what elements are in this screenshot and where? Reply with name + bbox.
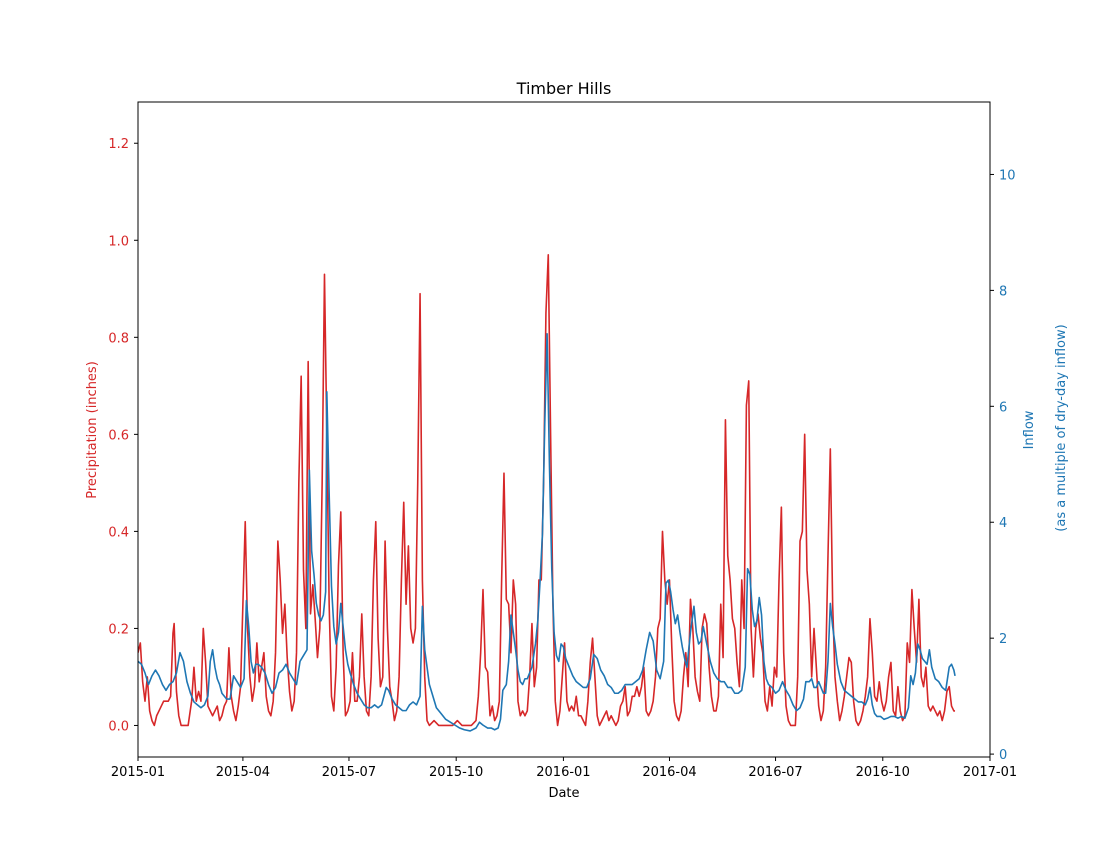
left-tick-label: 1.0 bbox=[108, 234, 129, 249]
right-tick-label: 2 bbox=[999, 632, 1007, 647]
right-tick-label: 6 bbox=[999, 400, 1007, 415]
left-axis-label: Precipitation (inches) bbox=[85, 361, 100, 499]
x-tick-label: 2015-04 bbox=[216, 765, 270, 780]
right-tick-label: 4 bbox=[999, 516, 1007, 531]
plot-frame bbox=[137, 101, 991, 758]
right-tick-label: 0 bbox=[999, 748, 1007, 763]
left-tick-label: 0.2 bbox=[108, 622, 129, 637]
left-tick-label: 0.4 bbox=[108, 525, 129, 540]
left-tick-label: 0.0 bbox=[108, 719, 129, 734]
right-tick-label: 10 bbox=[999, 168, 1016, 183]
x-tick-label: 2016-01 bbox=[536, 765, 590, 780]
left-tick-label: 0.6 bbox=[108, 428, 129, 443]
x-axis-label: Date bbox=[548, 786, 579, 801]
x-tick-label: 2016-07 bbox=[748, 765, 802, 780]
right-axis-label-line1: Inflow bbox=[1022, 410, 1037, 449]
x-tick-label: 2015-07 bbox=[322, 765, 376, 780]
inflow-series-line bbox=[138, 333, 956, 732]
precipitation-series-line bbox=[138, 254, 956, 727]
left-tick-label: 1.2 bbox=[108, 137, 129, 152]
x-tick-label: 2015-10 bbox=[429, 765, 483, 780]
right-axis-label-line2: (as a multiple of dry-day inflow) bbox=[1054, 324, 1069, 531]
right-tick-label: 8 bbox=[999, 284, 1007, 299]
x-tick-label: 2015-01 bbox=[111, 765, 165, 780]
x-tick-label: 2017-01 bbox=[963, 765, 1017, 780]
chart-title: Timber Hills bbox=[516, 79, 612, 98]
x-tick-label: 2016-10 bbox=[856, 765, 910, 780]
x-tick-label: 2016-04 bbox=[642, 765, 696, 780]
left-tick-label: 0.8 bbox=[108, 331, 129, 346]
